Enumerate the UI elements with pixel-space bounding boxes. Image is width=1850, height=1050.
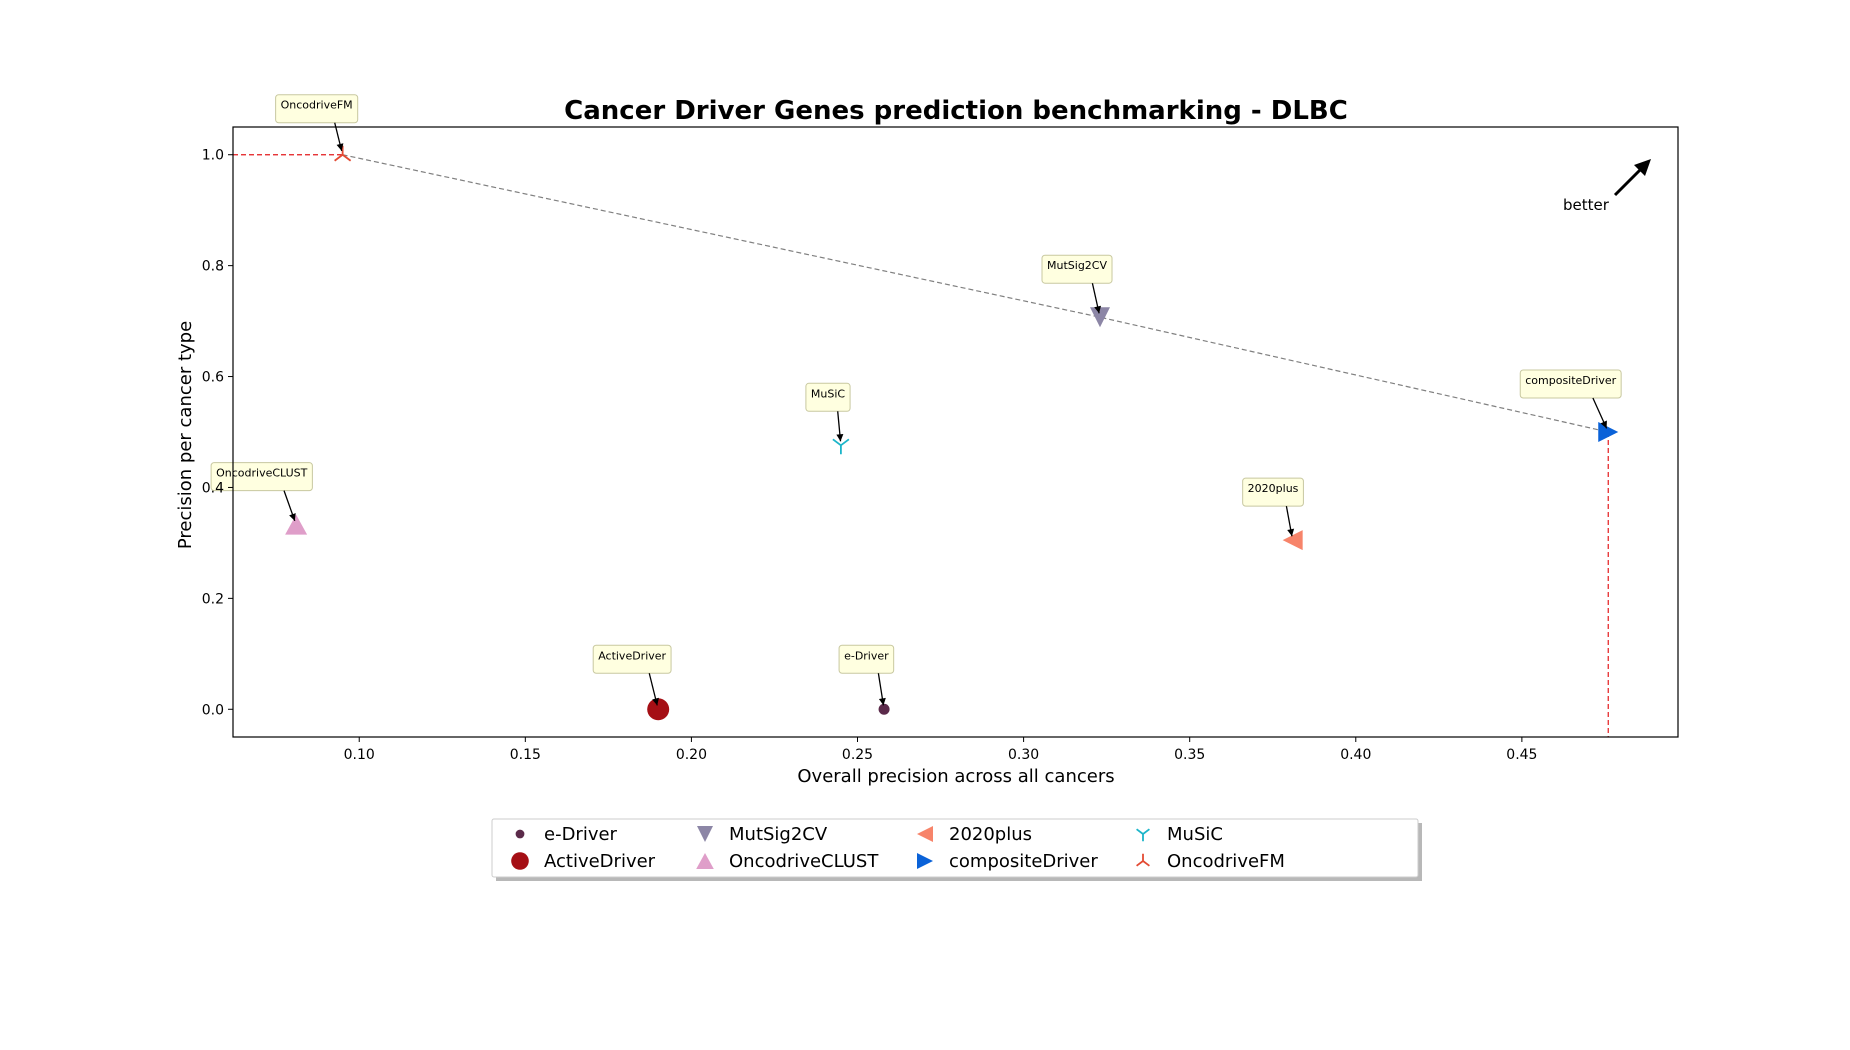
legend-marker-music bbox=[1136, 828, 1150, 842]
point-2020plus bbox=[1282, 530, 1303, 551]
legend: e-Driver ActiveDriver MutSig2CV OncodriveCL… bbox=[491, 818, 1422, 881]
better-arrow-shaft bbox=[1613, 168, 1642, 197]
chart-title: Cancer Driver Genes prediction benchmark… bbox=[564, 96, 1348, 126]
legend-marker-2020plus bbox=[917, 826, 933, 842]
annotation-label: ActiveDriver bbox=[598, 649, 666, 662]
annotation-arrowhead-icon bbox=[878, 697, 886, 706]
annotation-arrowhead-icon bbox=[1094, 305, 1102, 314]
legend-entry-mutsig2cv: MutSig2CV bbox=[729, 824, 828, 845]
legend-entry-oncodrivefm: OncodriveFM bbox=[1167, 851, 1285, 872]
better-indicator: better bbox=[1563, 159, 1651, 214]
legend-entry-compositedriver: compositeDriver bbox=[949, 851, 1098, 872]
y-tick-label: 0.4 bbox=[202, 480, 224, 496]
x-tick-label: 0.45 bbox=[1506, 747, 1537, 763]
annotation-box bbox=[1041, 254, 1113, 284]
y-tick-label: 0.8 bbox=[202, 259, 224, 275]
legend-marker-e-driver bbox=[515, 829, 525, 839]
point-music bbox=[832, 438, 850, 455]
legend-marker-compositedriver bbox=[917, 853, 933, 869]
annotation-arrowhead-icon bbox=[652, 697, 659, 706]
annotation-label: OncodriveCLUST bbox=[216, 467, 308, 480]
annotation-layer: e-Driver ActiveDriver MutSig2CV OncodriveCL… bbox=[210, 94, 1622, 706]
legend-entry-oncodriveclust: OncodriveCLUST bbox=[729, 851, 879, 872]
x-axis-label: Overall precision across all cancers bbox=[797, 766, 1114, 787]
annotation-label: compositeDriver bbox=[1525, 374, 1616, 387]
legend-entry-2020plus: 2020plus bbox=[949, 824, 1032, 845]
x-tick-label: 0.25 bbox=[842, 747, 873, 763]
point-activedriver bbox=[647, 698, 670, 721]
y-tick-label: 0.0 bbox=[202, 702, 224, 718]
legend-entry-music: MuSiC bbox=[1167, 824, 1223, 845]
x-tick-label: 0.40 bbox=[1340, 747, 1371, 763]
y-tick-label: 0.2 bbox=[202, 591, 224, 607]
annotation-arrowhead-icon bbox=[336, 143, 344, 151]
x-tick-label: 0.30 bbox=[1008, 747, 1039, 763]
pareto-front-line bbox=[342, 154, 1609, 433]
x-tick-label: 0.15 bbox=[510, 747, 541, 763]
annotation-label: OncodriveFM bbox=[281, 99, 353, 112]
x-tick-label: 0.10 bbox=[344, 747, 375, 763]
annotation-label: MuSiC bbox=[811, 387, 846, 400]
scatter-points bbox=[285, 145, 1619, 721]
annotation-box bbox=[210, 462, 313, 492]
y-axis-label: Precision per cancer type bbox=[175, 321, 196, 549]
annotation-label: MutSig2CV bbox=[1047, 259, 1107, 272]
plot-frame bbox=[232, 126, 1679, 738]
legend-marker-mutsig2cv bbox=[697, 826, 713, 842]
x-tick-label: 0.20 bbox=[676, 747, 707, 763]
legend-box bbox=[491, 818, 1419, 878]
legend-marker-oncodrivefm bbox=[1136, 853, 1150, 867]
annotation-box bbox=[1519, 369, 1622, 399]
pareto-layer bbox=[233, 154, 1609, 737]
legend-entry-activedriver: ActiveDriver bbox=[544, 851, 656, 872]
legend-marker-activedriver bbox=[511, 852, 529, 870]
x-tick-label: 0.35 bbox=[1174, 747, 1205, 763]
annotation-arrowhead-icon bbox=[836, 434, 844, 442]
annotation-arrowhead-icon bbox=[1600, 420, 1607, 429]
better-arrow-icon bbox=[1634, 159, 1651, 176]
annotation-box bbox=[805, 382, 851, 412]
point-oncodrivefm bbox=[334, 145, 352, 162]
annotation-label: e-Driver bbox=[844, 649, 889, 662]
annotation-box bbox=[592, 644, 672, 674]
annotation-label: 2020plus bbox=[1248, 482, 1299, 495]
annotation-arrowhead-icon bbox=[1287, 528, 1295, 537]
point-e-driver bbox=[878, 703, 890, 715]
annotation-box bbox=[1242, 477, 1304, 507]
legend-marker-oncodriveclust bbox=[696, 853, 714, 869]
legend-items: e-Driver ActiveDriver MutSig2CV OncodriveCL… bbox=[511, 824, 1285, 872]
point-oncodriveclust bbox=[285, 514, 308, 535]
better-label: better bbox=[1563, 196, 1610, 214]
x-axis-ticks: 0.10 0.15 0.20 0.25 0.30 0.35 0.40 0.45 bbox=[344, 737, 1537, 763]
annotation-arrowhead-icon bbox=[289, 513, 296, 521]
y-tick-label: 0.6 bbox=[202, 370, 224, 386]
y-axis-ticks: 0.0 0.2 0.4 0.6 0.8 1.0 bbox=[202, 148, 233, 718]
point-mutsig2cv bbox=[1090, 307, 1110, 328]
legend-entry-e-driver: e-Driver bbox=[544, 824, 618, 845]
point-compositedriver bbox=[1598, 422, 1619, 442]
y-tick-label: 1.0 bbox=[202, 148, 224, 164]
annotation-box bbox=[275, 94, 359, 124]
annotation-box bbox=[838, 644, 895, 674]
